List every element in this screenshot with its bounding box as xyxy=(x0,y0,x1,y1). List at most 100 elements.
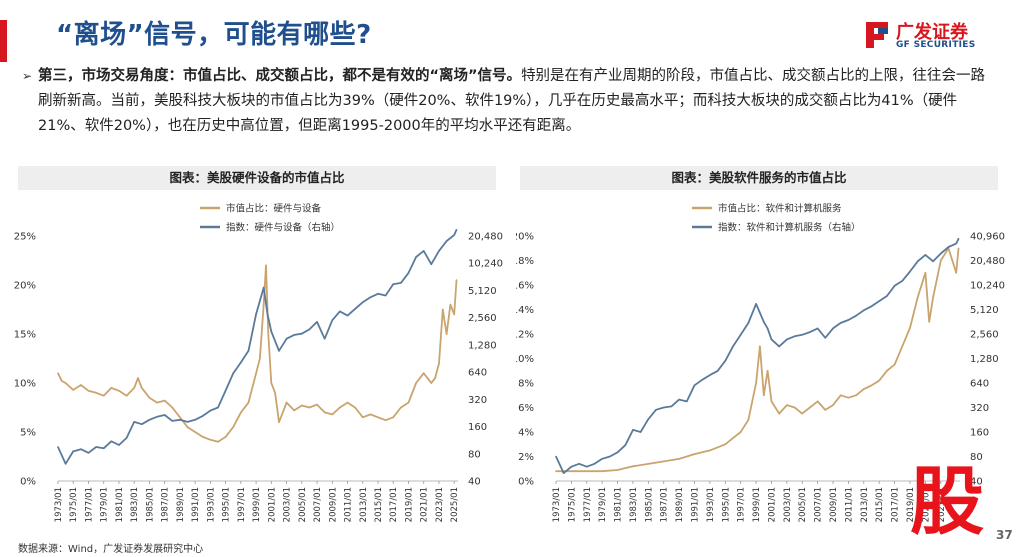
x-tick-label: 2015/01 xyxy=(374,487,384,522)
watermark-glyph: 股 xyxy=(910,459,984,545)
data-point-1 xyxy=(832,327,834,330)
data-point-0 xyxy=(455,279,458,281)
data-point-1 xyxy=(266,313,269,315)
x-tick-label: 1989/01 xyxy=(675,487,685,522)
data-point-0 xyxy=(766,370,769,372)
data-point-0 xyxy=(693,453,696,455)
data-point-0 xyxy=(449,303,452,306)
data-point-1 xyxy=(392,283,395,285)
data-point-0 xyxy=(839,394,842,397)
data-point-1 xyxy=(209,409,212,412)
x-tick-label: 1981/01 xyxy=(115,487,125,522)
data-point-0 xyxy=(453,313,456,316)
data-point-0 xyxy=(893,363,896,366)
data-point-1 xyxy=(407,272,410,274)
data-point-1 xyxy=(232,372,234,375)
x-tick-label: 1999/01 xyxy=(752,487,762,522)
chart-title-hardware: 图表：美股硬件设备的市值占比 xyxy=(18,166,496,190)
data-point-1 xyxy=(716,370,719,372)
data-point-0 xyxy=(847,396,850,399)
data-point-1 xyxy=(863,309,865,312)
y-right-tick-label: 2,560 xyxy=(468,313,497,324)
data-point-0 xyxy=(928,321,930,323)
y-right-tick-label: 20,480 xyxy=(468,232,503,243)
data-point-0 xyxy=(262,303,265,306)
data-point-1 xyxy=(400,282,402,284)
data-point-1 xyxy=(955,242,957,245)
data-point-0 xyxy=(732,437,734,439)
data-point-1 xyxy=(87,452,90,454)
x-tick-label: 2023/01 xyxy=(937,487,947,522)
data-point-0 xyxy=(293,409,296,412)
data-point-1 xyxy=(732,345,734,348)
y-left-tick-label: 14% xyxy=(516,305,534,316)
data-point-1 xyxy=(217,406,219,409)
x-tick-label: 1993/01 xyxy=(206,487,216,522)
paragraph-body: 特别是在有产业周期的阶段，市值占比、成交额占比的上限，往往会一路刷新新高。当前，… xyxy=(38,68,986,134)
data-point-1 xyxy=(270,330,273,333)
data-point-1 xyxy=(323,337,326,340)
data-point-0 xyxy=(64,382,67,384)
data-point-1 xyxy=(224,389,227,392)
data-point-0 xyxy=(133,387,135,389)
data-point-1 xyxy=(778,345,780,348)
data-point-1 xyxy=(240,361,242,364)
data-point-0 xyxy=(179,416,181,419)
data-point-0 xyxy=(616,469,619,471)
y-right-tick-label: 1,280 xyxy=(970,354,999,365)
data-point-0 xyxy=(392,416,395,419)
accent-bar xyxy=(0,20,7,62)
x-tick-label: 2011/01 xyxy=(844,487,854,522)
data-point-1 xyxy=(739,334,742,336)
data-point-0 xyxy=(832,404,834,406)
x-tick-label: 1975/01 xyxy=(567,487,577,522)
data-point-1 xyxy=(57,446,59,448)
data-point-0 xyxy=(422,372,425,374)
series-line-0 xyxy=(556,247,960,473)
x-tick-label: 2005/01 xyxy=(298,487,308,522)
data-point-0 xyxy=(763,394,765,397)
data-point-1 xyxy=(893,285,896,287)
brand-logo-icon xyxy=(866,22,888,48)
data-point-0 xyxy=(270,382,273,384)
data-point-0 xyxy=(940,259,942,262)
data-point-1 xyxy=(932,260,934,263)
x-tick-label: 2003/01 xyxy=(783,487,793,522)
data-point-1 xyxy=(632,429,634,431)
data-point-1 xyxy=(670,405,673,408)
data-point-0 xyxy=(863,388,865,390)
logo-text-en: GF SECURITIES xyxy=(896,40,976,50)
data-point-1 xyxy=(362,301,364,303)
data-point-1 xyxy=(80,448,82,450)
y-left-tick-label: 2% xyxy=(518,452,534,463)
data-point-0 xyxy=(118,390,120,392)
data-point-0 xyxy=(186,426,189,428)
data-point-0 xyxy=(445,333,448,335)
y-left-tick-label: 15% xyxy=(14,330,36,341)
data-point-0 xyxy=(224,436,227,438)
page-number: 37 xyxy=(996,528,1013,542)
data-point-1 xyxy=(186,421,189,423)
data-point-0 xyxy=(217,441,219,443)
data-point-0 xyxy=(339,406,341,409)
y-left-tick-label: 18% xyxy=(516,256,534,267)
data-point-0 xyxy=(259,357,261,360)
data-point-0 xyxy=(110,387,113,389)
x-tick-label: 2019/01 xyxy=(404,487,414,522)
x-tick-label: 2017/01 xyxy=(389,487,399,522)
data-point-0 xyxy=(72,389,74,391)
x-tick-label: 1991/01 xyxy=(691,487,701,522)
data-point-1 xyxy=(662,406,665,409)
data-point-0 xyxy=(932,296,934,299)
y-right-tick-label: 2,560 xyxy=(970,330,999,341)
data-point-0 xyxy=(285,401,288,404)
data-point-1 xyxy=(331,319,334,321)
data-point-1 xyxy=(118,444,120,446)
data-point-0 xyxy=(308,406,311,409)
y-right-tick-label: 160 xyxy=(970,428,989,439)
data-point-1 xyxy=(701,379,703,381)
x-tick-label: 2007/01 xyxy=(814,487,824,522)
data-point-1 xyxy=(901,280,904,282)
data-point-1 xyxy=(562,472,565,474)
